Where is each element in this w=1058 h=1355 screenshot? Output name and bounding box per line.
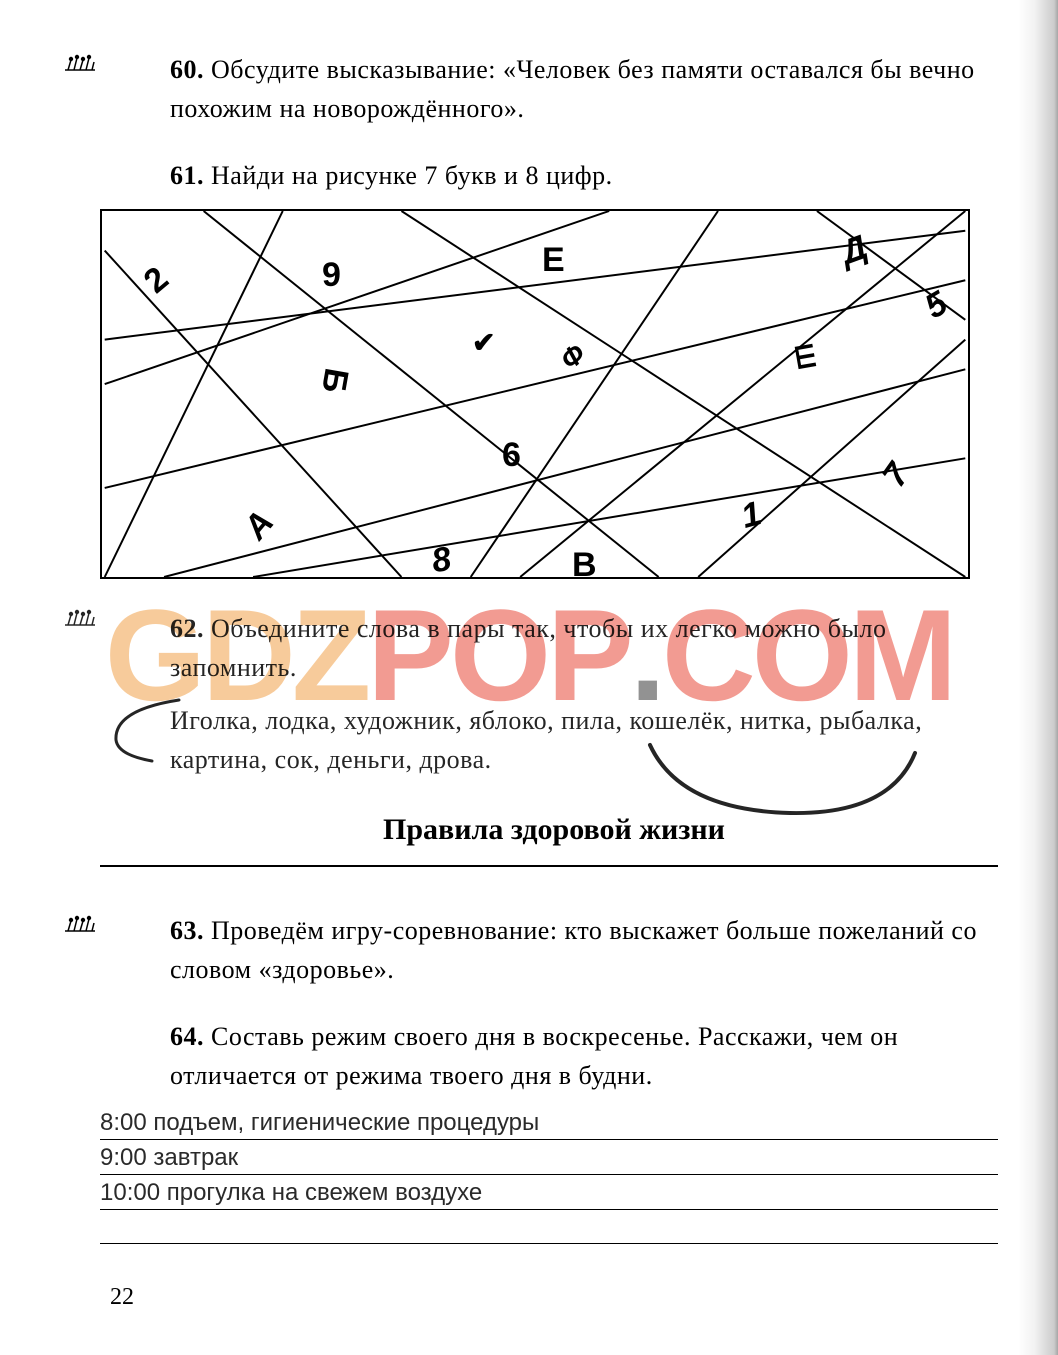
exercise-text: Обсудите высказывание: «Человек без памя… — [170, 55, 975, 123]
puzzle-glyph: 6 — [502, 436, 521, 475]
handwritten-arc-right — [640, 735, 930, 825]
page-number: 22 — [110, 1284, 134, 1311]
puzzle-lines — [102, 211, 968, 577]
exercise-number: 63. — [170, 916, 204, 945]
exercise-64: 64. Составь режим своего дня в воскресен… — [110, 1017, 998, 1095]
section-title: Правила здоровой жизни — [110, 813, 998, 857]
exercise-number: 60. — [170, 55, 204, 84]
schedule-line-3[interactable]: 10:00 прогулка на свежем воздухе — [100, 1175, 998, 1210]
puzzle-glyph: ✔ — [472, 326, 495, 359]
exercise-text: Объедините слова в пары так, чтобы их ле… — [170, 614, 886, 682]
page: 60. Обсудите высказывание: «Человек без … — [0, 0, 1058, 1355]
exercise-61: 61. Найди на рисунке 7 букв и 8 цифр. 29… — [110, 156, 998, 579]
group-icon — [62, 913, 98, 937]
section-heading: Правила здоровой жизни — [110, 813, 998, 867]
puzzle-glyph: Ш — [788, 341, 823, 372]
section-rule — [100, 865, 998, 867]
exercise-text: Найди на рисунке 7 букв и 8 цифр. — [211, 161, 613, 190]
exercise-number: 62. — [170, 614, 204, 643]
puzzle-glyph: 9 — [322, 256, 341, 295]
exercise-62: 62. Объедините слова в пары так, чтобы и… — [110, 609, 998, 779]
group-icon — [62, 52, 98, 76]
puzzle-figure: 29ЕД5Б✔ФШ6А8В17 — [100, 209, 970, 579]
puzzle-glyph: В — [572, 546, 597, 579]
puzzle-glyph: Е — [542, 241, 565, 280]
group-icon — [62, 607, 98, 631]
exercise-text: Проведём игру-соревнование: кто выскажет… — [170, 916, 977, 984]
schedule-line-2[interactable]: 9:00 завтрак — [100, 1140, 998, 1175]
exercise-60: 60. Обсудите высказывание: «Человек без … — [110, 50, 998, 128]
exercise-number: 61. — [170, 161, 204, 190]
exercise-number: 64. — [170, 1022, 204, 1051]
word-list: Иголка, лодка, художник, яблоко, пила, к… — [170, 706, 922, 774]
schedule-line-1[interactable]: 8:00 подъем, гигиенические процедуры — [100, 1105, 998, 1140]
exercise-text: Составь режим своего дня в воскресенье. … — [170, 1022, 898, 1090]
schedule-line-empty[interactable] — [100, 1210, 998, 1244]
exercise-63: 63. Проведём игру-соревнование: кто выск… — [110, 911, 998, 989]
